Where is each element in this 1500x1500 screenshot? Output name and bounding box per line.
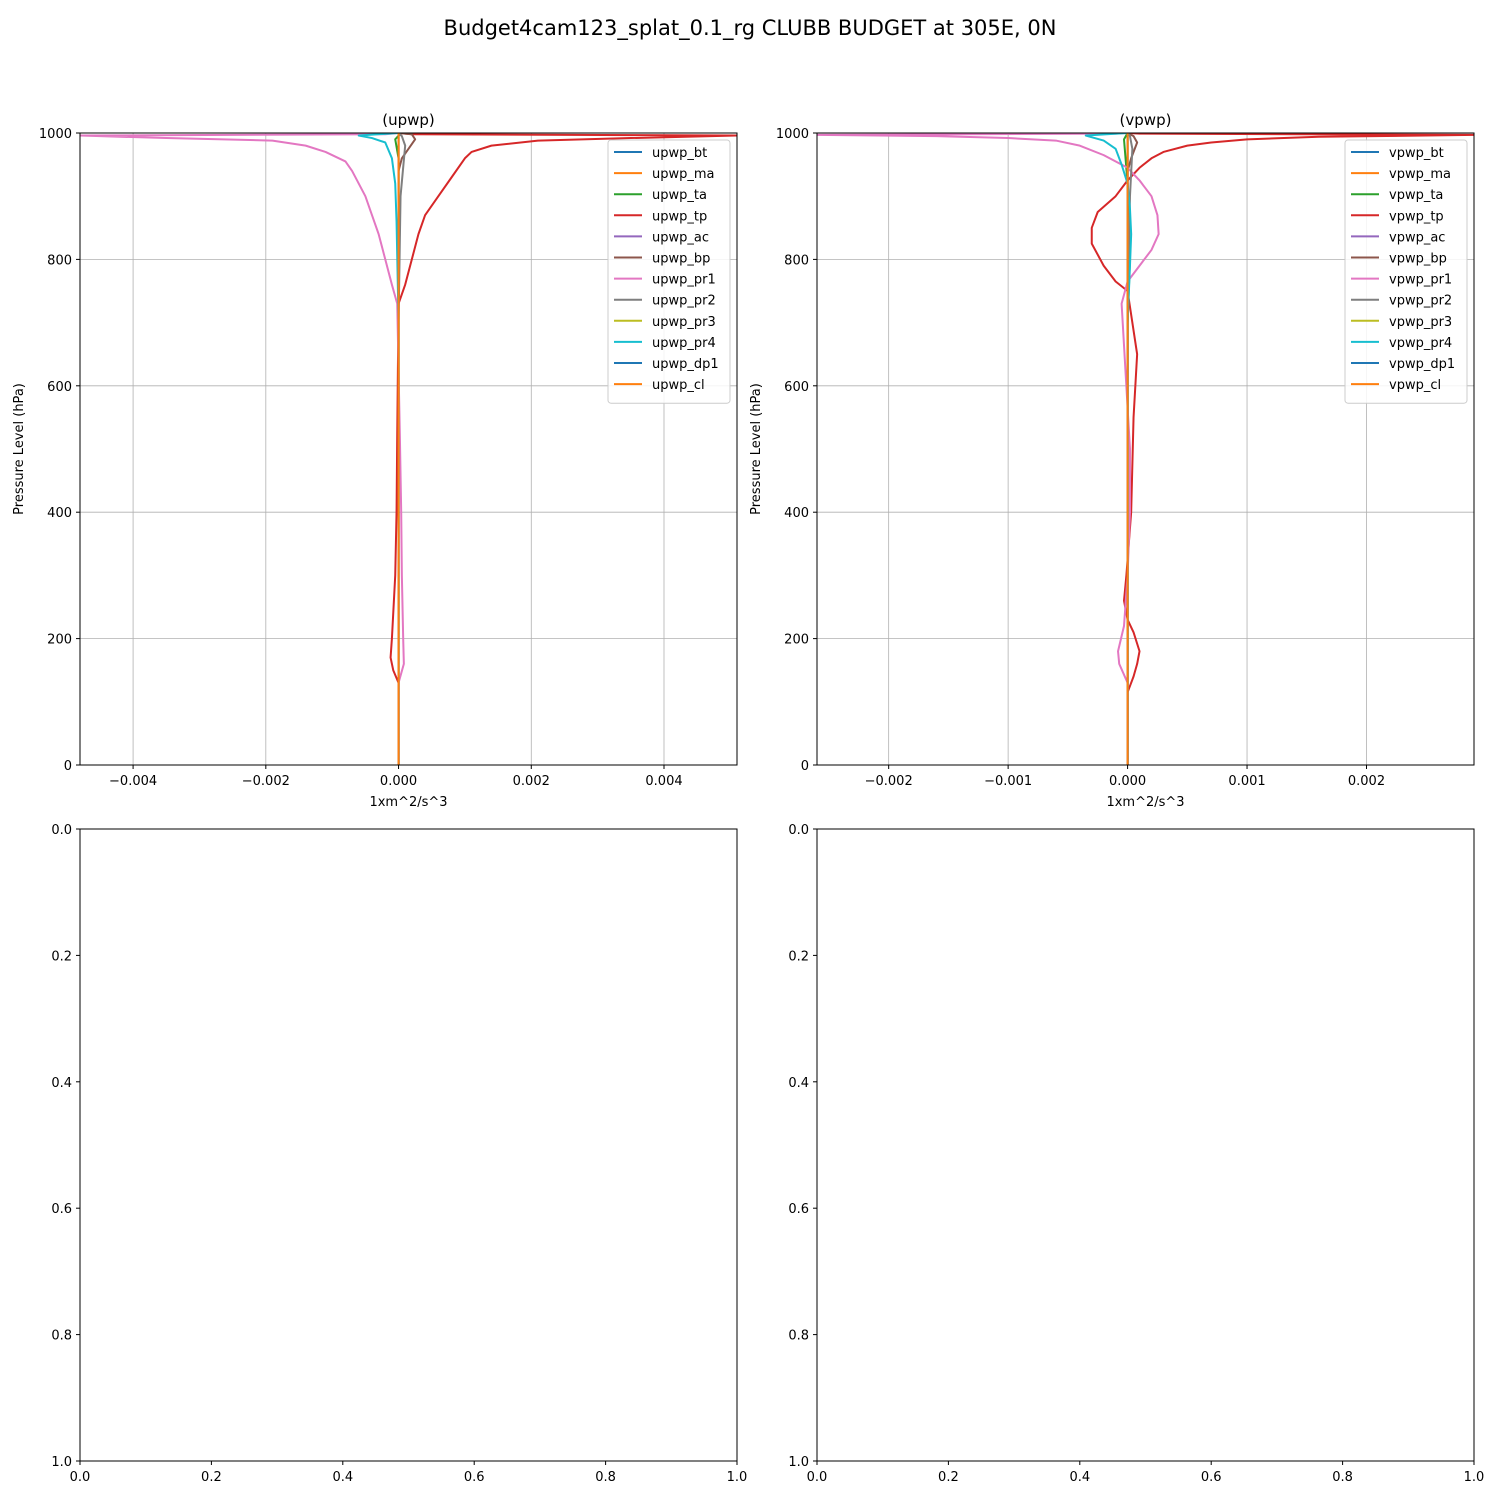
axes-frame xyxy=(79,132,738,766)
x-tick-label: 0.8 xyxy=(1332,1470,1353,1485)
legend-box xyxy=(1344,139,1468,404)
subplot-3: 0.0 0.2 0.4 0.6 0.8 1.00.00.20.40.60.81.0 xyxy=(51,823,747,1485)
x-tick-label: 1.0 xyxy=(1464,1470,1485,1485)
legend: upwp_bt upwp_ma upwp_ta upwp_tp upwp_ac upwp_… xyxy=(607,139,731,404)
legend: vpwp_bt vpwp_ma vpwp_ta vpwp_tp vpwp_ac vpwp_… xyxy=(1344,139,1468,404)
x-tick-label: −0.004 xyxy=(109,774,157,789)
y-tick-label: 400 xyxy=(784,506,809,521)
legend-label: upwp_ma xyxy=(652,167,715,182)
legend-label: upwp_bt xyxy=(652,146,707,161)
legend-label: upwp_ta xyxy=(652,188,707,203)
y-tick-label: 0.6 xyxy=(788,1202,809,1217)
subplot-title: (upwp) xyxy=(382,111,435,129)
series-line-vpwp_tp xyxy=(1090,133,1474,765)
series-line-upwp_tp xyxy=(389,133,737,765)
y-tick-label: 200 xyxy=(47,633,72,648)
legend-label: upwp_pr3 xyxy=(652,315,716,330)
x-tick-label: 0.2 xyxy=(938,1470,959,1485)
legend-label: vpwp_ac xyxy=(1389,230,1445,245)
x-tick-label: 0.4 xyxy=(1069,1470,1090,1485)
legend-label: vpwp_cl xyxy=(1389,378,1441,393)
x-axis-label: 1xm^2/s^3 xyxy=(1106,795,1184,810)
x-tick-label: −0.002 xyxy=(242,774,290,789)
legend-label: vpwp_pr1 xyxy=(1389,273,1452,288)
y-tick-label: 1.0 xyxy=(51,1455,72,1470)
legend-label: vpwp_bt xyxy=(1389,146,1444,161)
y-tick-label: 600 xyxy=(47,380,72,395)
x-tick-label: 0.002 xyxy=(513,774,550,789)
x-tick-label: 0.0 xyxy=(70,1470,91,1485)
y-tick-label: 200 xyxy=(784,633,809,648)
legend-label: upwp_pr2 xyxy=(652,294,716,309)
x-tick-label: 0.2 xyxy=(201,1470,222,1485)
x-tick-label: −0.001 xyxy=(984,774,1032,789)
y-axis-label: Pressure Level (hPa) xyxy=(749,383,764,515)
y-tick-label: 0.2 xyxy=(51,949,72,964)
legend-label: upwp_cl xyxy=(652,378,705,393)
subplot-title: (vpwp) xyxy=(1120,111,1172,129)
y-tick-label: 0.8 xyxy=(788,1329,809,1344)
y-tick-label: 0 xyxy=(64,759,72,774)
y-tick-label: 0.2 xyxy=(788,949,809,964)
series-line-upwp_pr1 xyxy=(80,133,405,765)
legend-label: upwp_bp xyxy=(652,252,710,267)
legend-label: vpwp_ma xyxy=(1389,167,1451,182)
x-axis-label: 1xm^2/s^3 xyxy=(369,795,447,810)
y-tick-label: 0.4 xyxy=(51,1076,72,1091)
legend-label: vpwp_ta xyxy=(1389,188,1443,203)
x-tick-label: 0.002 xyxy=(1348,774,1385,789)
x-tick-label: 0.004 xyxy=(645,774,682,789)
subplot-1: −0.004 −0.002 0.000 0.002 0.004 0 200 400 600 800… xyxy=(12,111,738,810)
x-tick-label: 0.6 xyxy=(1201,1470,1222,1485)
figure-title: Budget4cam123_splat_0.1_rg CLUBB BUDGET … xyxy=(443,16,1057,40)
x-tick-label: 0.001 xyxy=(1228,774,1265,789)
legend-label: upwp_pr1 xyxy=(652,273,716,288)
y-tick-label: 1000 xyxy=(776,127,809,142)
series-line-vpwp_pr1 xyxy=(817,133,1160,765)
axes-frame xyxy=(79,828,738,1462)
x-tick-label: 0.000 xyxy=(380,774,417,789)
y-tick-label: 400 xyxy=(47,506,72,521)
y-tick-label: 0.0 xyxy=(788,823,809,838)
y-tick-label: 800 xyxy=(784,253,809,268)
x-tick-label: 0.0 xyxy=(807,1470,828,1485)
legend-label: upwp_ac xyxy=(652,230,709,245)
series-group xyxy=(80,133,737,765)
legend-label: vpwp_dp1 xyxy=(1389,357,1455,372)
y-tick-label: 0.0 xyxy=(51,823,72,838)
x-tick-label: 0.000 xyxy=(1109,774,1146,789)
legend-label: vpwp_pr2 xyxy=(1389,294,1452,309)
legend-box xyxy=(607,139,731,404)
legend-label: vpwp_tp xyxy=(1389,209,1444,224)
subplot-2: −0.002 −0.001 0.000 0.001 0.002 0 200 400 600 800… xyxy=(749,111,1475,810)
x-tick-label: 0.4 xyxy=(332,1470,353,1485)
legend-label: upwp_dp1 xyxy=(652,357,719,372)
y-tick-label: 0 xyxy=(801,759,809,774)
y-tick-label: 1000 xyxy=(39,127,72,142)
y-tick-label: 600 xyxy=(784,380,809,395)
y-tick-label: 1.0 xyxy=(788,1455,809,1470)
legend-label: vpwp_pr4 xyxy=(1389,336,1452,351)
y-tick-label: 0.6 xyxy=(51,1202,72,1217)
x-tick-label: 1.0 xyxy=(727,1470,748,1485)
axes-frame xyxy=(816,828,1475,1462)
legend-label: upwp_pr4 xyxy=(652,336,716,351)
x-tick-label: 0.6 xyxy=(464,1470,485,1485)
y-tick-label: 800 xyxy=(47,253,72,268)
y-tick-label: 0.4 xyxy=(788,1076,809,1091)
axes-frame xyxy=(816,132,1475,766)
y-axis-label: Pressure Level (hPa) xyxy=(12,383,27,515)
x-tick-label: 0.8 xyxy=(595,1470,616,1485)
x-tick-label: −0.002 xyxy=(865,774,913,789)
subplot-4: 0.0 0.2 0.4 0.6 0.8 1.00.00.20.40.60.81.0 xyxy=(788,823,1484,1485)
legend-label: vpwp_bp xyxy=(1389,252,1447,267)
legend-label: vpwp_pr3 xyxy=(1389,315,1452,330)
y-tick-label: 0.8 xyxy=(51,1329,72,1344)
series-group xyxy=(817,133,1474,765)
legend-label: upwp_tp xyxy=(652,209,707,224)
